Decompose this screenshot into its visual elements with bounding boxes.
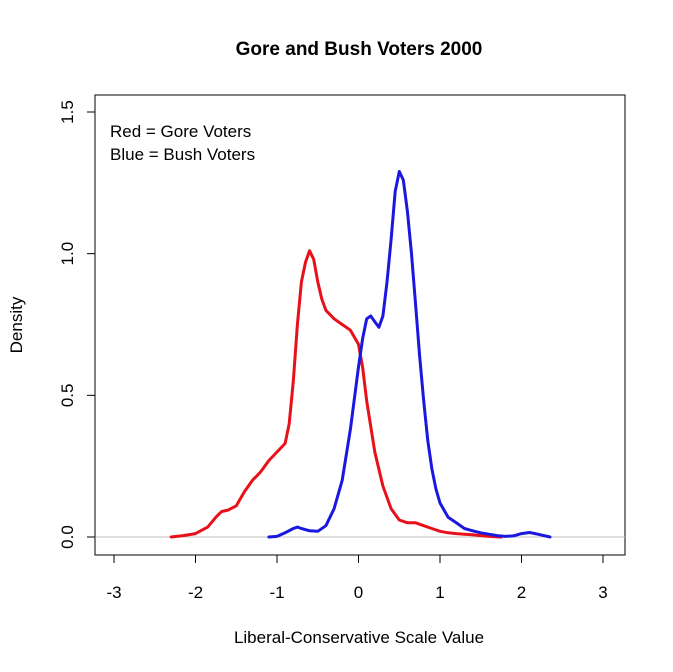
y-tick-label: 1.0: [58, 242, 77, 266]
chart-title: Gore and Bush Voters 2000: [236, 39, 483, 60]
x-tick-label: 3: [598, 583, 607, 602]
x-tick-label: -2: [188, 583, 203, 602]
legend-line-bush: Blue = Bush Voters: [110, 145, 255, 164]
x-axis-label: Liberal-Conservative Scale Value: [234, 628, 484, 647]
x-tick-label: -1: [269, 583, 284, 602]
legend-line-gore: Red = Gore Voters: [110, 122, 251, 141]
x-tick-label: 2: [517, 583, 526, 602]
y-tick-label: 0.0: [58, 525, 77, 549]
y-axis-label: Density: [7, 296, 26, 353]
x-tick-label: 1: [435, 583, 444, 602]
series-line-1: [267, 170, 552, 539]
y-tick-label: 1.5: [58, 100, 77, 124]
plot-frame: [94, 94, 626, 556]
y-tick-label: 0.5: [58, 384, 77, 408]
x-tick-label: 0: [354, 583, 363, 602]
series-line-0: [169, 249, 503, 539]
x-tick-label: -3: [106, 583, 121, 602]
